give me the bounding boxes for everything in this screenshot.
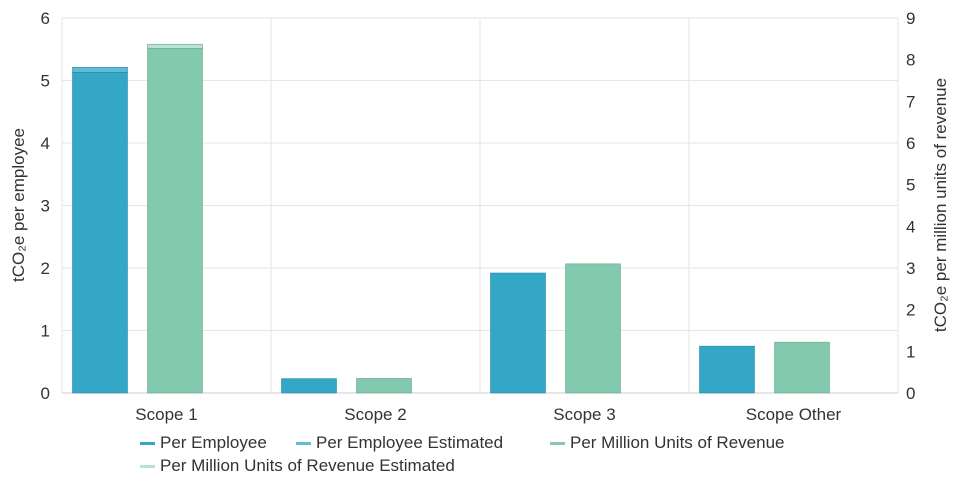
- y-tick-label: 2: [41, 259, 50, 278]
- y-tick-label: 3: [41, 197, 50, 216]
- legend-swatch: [140, 465, 155, 468]
- category-label: Scope 3: [553, 405, 615, 424]
- y2-tick-label: 4: [906, 217, 915, 236]
- y2-tick-label: 5: [906, 176, 915, 195]
- y-tick-label: 1: [41, 322, 50, 341]
- legend-label: Per Employee Estimated: [316, 433, 503, 452]
- bar-per-million-revenue: [774, 341, 830, 394]
- y2-tick-label: 2: [906, 301, 915, 320]
- bar-per-million-revenue: [565, 263, 621, 394]
- category-label: Scope 1: [135, 405, 197, 424]
- y-tick-label: 6: [41, 9, 50, 28]
- legend-swatch: [140, 442, 155, 445]
- category-label: Scope Other: [746, 405, 842, 424]
- y-axis-title: tCO₂e per employee: [9, 128, 28, 282]
- y-tick-label: 4: [41, 134, 50, 153]
- bar-per-employee: [72, 72, 128, 394]
- category-label: Scope 2: [344, 405, 406, 424]
- y2-axis-title: tCO₂e per million units of revenue: [931, 78, 950, 332]
- y2-tick-label: 9: [906, 9, 915, 28]
- left-axis-ticks: 0 1 2 3 4 5 6: [41, 9, 50, 403]
- y2-tick-label: 0: [906, 384, 915, 403]
- y-tick-label: 5: [41, 72, 50, 91]
- y2-tick-label: 3: [906, 259, 915, 278]
- legend: Per Employee Per Employee Estimated Per Mi…: [140, 433, 784, 475]
- legend-swatch: [296, 442, 311, 445]
- y2-tick-label: 7: [906, 92, 915, 111]
- bar-per-million-revenue-estimated: [147, 43, 203, 49]
- bar-per-million-revenue: [147, 48, 203, 394]
- y2-tick-label: 1: [906, 342, 915, 361]
- y2-tick-label: 6: [906, 134, 915, 153]
- bar-per-million-revenue: [356, 378, 412, 394]
- bar-per-employee: [699, 345, 755, 394]
- bar-per-employee-estimated: [72, 67, 128, 73]
- bar-per-employee: [490, 272, 546, 394]
- category-labels: Scope 1 Scope 2 Scope 3 Scope Other: [135, 405, 841, 424]
- y-tick-label: 0: [41, 384, 50, 403]
- bars: [72, 43, 830, 394]
- legend-label: Per Million Units of Revenue Estimated: [160, 456, 455, 475]
- bar-per-employee: [281, 378, 337, 394]
- legend-label: Per Million Units of Revenue: [570, 433, 784, 452]
- y2-tick-label: 8: [906, 51, 915, 70]
- right-axis-ticks: 0 1 2 3 4 5 6 7 8 9: [906, 9, 915, 403]
- legend-swatch: [550, 442, 565, 445]
- legend-label: Per Employee: [160, 433, 267, 452]
